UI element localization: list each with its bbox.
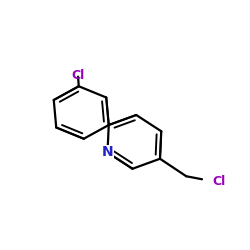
Text: Cl: Cl bbox=[212, 175, 226, 188]
Text: N: N bbox=[102, 146, 113, 160]
Text: Cl: Cl bbox=[71, 69, 84, 82]
